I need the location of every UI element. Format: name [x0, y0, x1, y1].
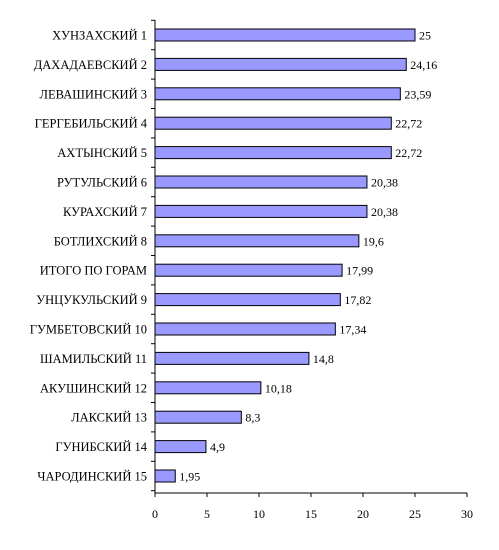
category-label: ЛЕВАШИНСКИЙ 3 — [40, 87, 147, 101]
category-label: КУРАХСКИЙ 7 — [63, 205, 147, 219]
bar — [154, 469, 176, 483]
category-label: ГЕРГЕБИЛЬСКИЙ 4 — [35, 117, 148, 131]
data-label: 17,99 — [346, 264, 373, 278]
x-tick-label: 30 — [461, 507, 473, 521]
labels-group: ХУНЗАХСКИЙ 1 25 ДАХАДАЕВСКИЙ 2 24,16 ЛЕВАШИН… — [30, 29, 473, 522]
category-label: ХУНЗАХСКИЙ 1 — [52, 29, 147, 43]
data-label: 17,82 — [344, 293, 371, 307]
category-label: ДАХАДАЕВСКИЙ 2 — [34, 58, 147, 72]
bar — [154, 146, 392, 160]
category-label: ШАМИЛЬСКИЙ 11 — [40, 352, 147, 366]
data-label: 19,6 — [363, 234, 384, 248]
category-label: УНЦУКУЛЬСКИЙ 9 — [36, 293, 147, 307]
bar — [154, 410, 242, 424]
bars-group — [154, 28, 416, 483]
category-label: АХТЫНСКИЙ 5 — [57, 146, 147, 160]
data-label: 4,9 — [210, 440, 225, 454]
data-label: 25 — [419, 29, 431, 43]
data-label: 17,34 — [339, 323, 366, 337]
data-label: 8,3 — [245, 411, 260, 425]
data-label: 10,18 — [265, 381, 292, 395]
category-label: ЧАРОДИНСКИЙ 15 — [37, 470, 147, 484]
bar — [154, 440, 207, 454]
category-label: ЛАКСКИЙ 13 — [71, 411, 147, 425]
category-label: АКУШИНСКИЙ 12 — [40, 381, 147, 395]
bar — [154, 28, 416, 42]
bar — [154, 57, 407, 71]
x-tick-label: 0 — [152, 507, 158, 521]
bar — [154, 381, 262, 395]
category-label: ГУНИБСКИЙ 14 — [55, 440, 147, 454]
x-tick-label: 20 — [357, 507, 369, 521]
bar — [154, 293, 341, 307]
category-label: ГУМБЕТОВСКИЙ 10 — [30, 323, 147, 337]
x-tick-label: 15 — [305, 507, 317, 521]
x-tick-label: 25 — [409, 507, 421, 521]
data-label: 20,38 — [371, 205, 398, 219]
data-label: 22,72 — [395, 146, 422, 160]
x-axis — [151, 19, 468, 497]
category-label: БОТЛИХСКИЙ 8 — [54, 234, 147, 248]
data-label: 22,72 — [395, 117, 422, 131]
x-tick-label: 10 — [253, 507, 265, 521]
bar — [154, 175, 368, 189]
bar — [154, 234, 360, 248]
bar — [154, 263, 343, 277]
data-label: 1,95 — [179, 470, 200, 484]
bar — [154, 204, 368, 218]
bar — [154, 322, 336, 336]
data-label: 20,38 — [371, 176, 398, 190]
data-label: 23,59 — [404, 87, 431, 101]
bar — [154, 351, 310, 365]
category-label: ИТОГО ПО ГОРАМ — [40, 264, 147, 278]
x-tick-label: 5 — [204, 507, 210, 521]
bar — [154, 116, 392, 130]
bar — [154, 87, 401, 101]
data-label: 24,16 — [410, 58, 437, 72]
category-label: РУТУЛЬСКИЙ 6 — [57, 176, 147, 190]
data-label: 14,8 — [313, 352, 334, 366]
